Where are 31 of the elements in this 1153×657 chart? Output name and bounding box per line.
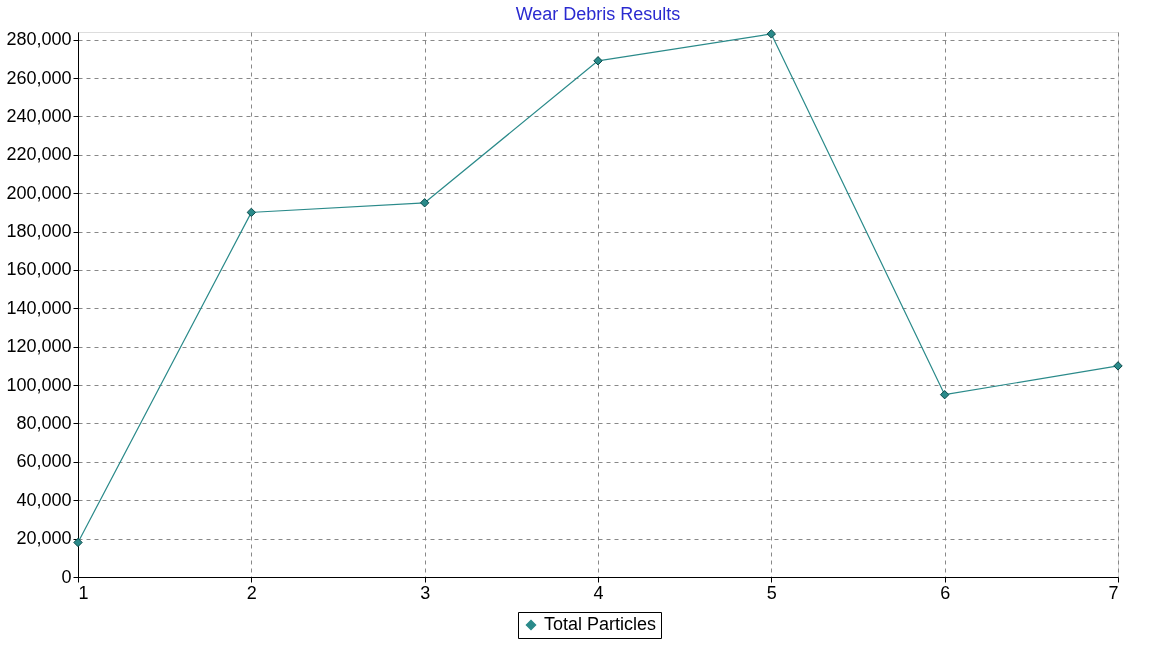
- x-tick-label: 5: [766, 582, 777, 603]
- x-tick-label: 4: [593, 582, 604, 603]
- point: [766, 29, 777, 39]
- y-tick-label: 240,000: [6, 105, 72, 126]
- point: [939, 390, 950, 400]
- y-tick-label: 280,000: [6, 29, 72, 50]
- point: [1113, 361, 1123, 371]
- y-tick-label: 220,000: [6, 144, 72, 165]
- y-tick-label: 200,000: [6, 182, 72, 203]
- point: [419, 198, 430, 208]
- chart-title: Wear Debris Results: [515, 3, 681, 24]
- y-tick-label: 40,000: [16, 489, 72, 510]
- y-tick-label: 120,000: [6, 336, 72, 357]
- legend-label: Total Particles: [544, 614, 657, 634]
- y-tick-label: 160,000: [6, 259, 72, 280]
- y-tick-label: 260,000: [6, 67, 72, 88]
- x-tick-label: 2: [246, 582, 257, 603]
- y-tick-label: 80,000: [16, 412, 72, 433]
- y-tick-label: 140,000: [6, 297, 72, 318]
- x-tick-label: 6: [940, 582, 951, 603]
- y-tick-label: 0: [61, 566, 72, 587]
- y-tick-label: 20,000: [16, 528, 72, 549]
- point: [73, 537, 83, 548]
- x-tick-label: 3: [420, 582, 431, 603]
- y-tick-label: 180,000: [6, 221, 72, 242]
- x-tick-label: 7: [1108, 582, 1119, 603]
- y-tick-label: 100,000: [6, 374, 72, 395]
- y-tick-label: 60,000: [16, 451, 72, 472]
- point: [593, 56, 603, 66]
- point: [246, 207, 257, 218]
- x-tick-label: 1: [78, 582, 89, 603]
